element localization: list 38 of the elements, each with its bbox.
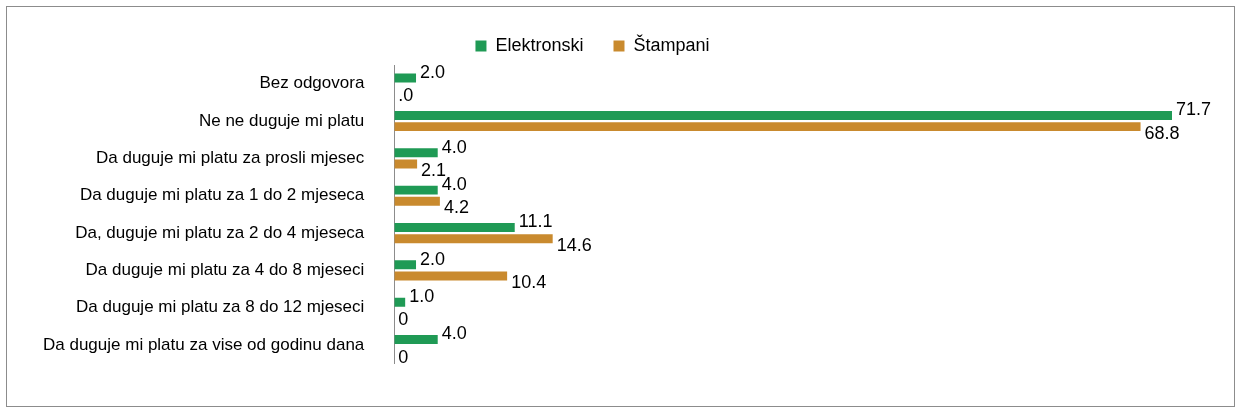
bar (394, 73, 417, 83)
data-label: 0 (398, 346, 409, 367)
data-label: .0 (398, 85, 414, 106)
y-tick-label: Da duguje mi platu za 4 do 8 mjeseci (85, 260, 365, 280)
y-tick-label: Da duguje mi platu za vise od godinu dana (42, 334, 365, 354)
data-label: 1.0 (409, 286, 435, 307)
y-tick-label: Da duguje mi platu za 1 do 2 mjeseca (79, 185, 365, 205)
data-label: 4.0 (441, 323, 467, 344)
data-label: 71.7 (1176, 99, 1212, 120)
bar (394, 271, 508, 281)
bar (394, 110, 1172, 120)
bar (394, 222, 515, 232)
bar (394, 335, 438, 345)
bar (394, 196, 440, 206)
y-tick-label: Da duguje mi platu za 8 do 12 mjeseci (76, 297, 365, 317)
bar (394, 148, 438, 158)
legend-label: Štampani (633, 33, 710, 55)
y-tick-label: Bez odgovora (259, 73, 365, 93)
data-label: 0 (398, 309, 409, 330)
bar (394, 185, 438, 195)
data-label: 10.4 (511, 272, 547, 292)
bar (394, 297, 406, 307)
bar (394, 122, 1141, 132)
data-label: 11.1 (518, 211, 553, 232)
data-label: 14.6 (556, 234, 592, 255)
data-label: 68.8 (1144, 122, 1180, 143)
bar (394, 159, 418, 169)
bar (394, 234, 553, 244)
data-label: 4.2 (443, 197, 469, 218)
bar (394, 260, 417, 270)
legend-label: Elektronski (495, 34, 584, 55)
data-label: 2.0 (420, 248, 446, 269)
data-label: 2.0 (420, 62, 446, 83)
data-label: 2.1 (421, 159, 447, 180)
y-tick-label: Da duguje mi platu za prosli mjesec (95, 148, 365, 168)
y-tick-label: Ne ne duguje mi platu (198, 110, 365, 130)
y-tick-label: Da, duguje mi platu za 2 do 4 mjeseca (75, 222, 365, 242)
data-label: 4.0 (441, 136, 467, 157)
